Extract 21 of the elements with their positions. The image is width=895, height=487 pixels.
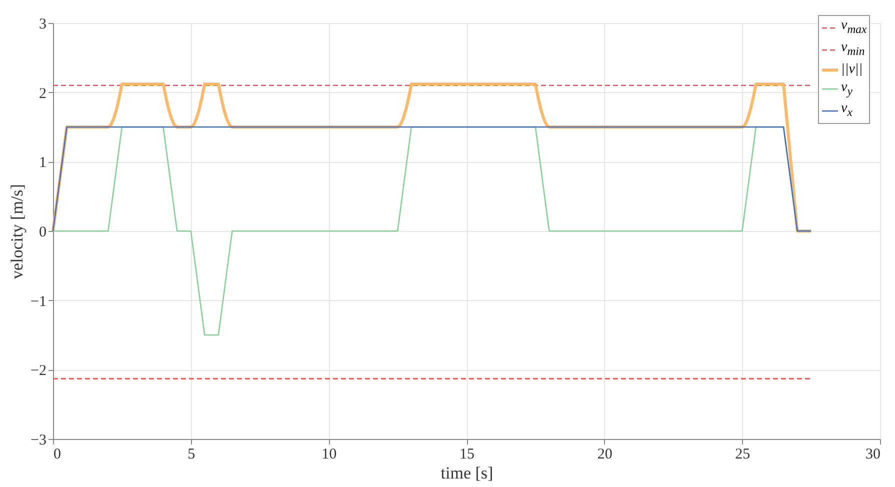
x-tick-label: 5: [188, 446, 196, 462]
y-axis-title: velocity [m/s]: [8, 184, 27, 279]
y-tick-label: 0: [39, 224, 46, 240]
y-tick-label: 1: [39, 155, 46, 172]
x-tick-label: 0: [54, 446, 61, 462]
x-tick-label: 20: [597, 446, 612, 462]
legend-label: v$_{y}$: [841, 78, 852, 100]
y-tick-label: −3: [30, 432, 46, 448]
x-axis-title: time [s]: [440, 464, 494, 482]
y-tick-label: −2: [30, 363, 46, 380]
y-tick-label: 2: [39, 86, 46, 102]
x-tick-label: 30: [866, 446, 880, 462]
legend-label: v$_{max}$: [841, 17, 867, 38]
x-tick-label: 10: [322, 446, 337, 462]
legend-label: ||v||: [841, 60, 863, 79]
x-tick-label: 25: [735, 446, 750, 462]
legend-label: v$_{min}$: [841, 38, 865, 60]
x-tick-label: 15: [460, 446, 474, 462]
y-tick-label: 3: [39, 16, 46, 32]
y-tick-label: −1: [30, 294, 46, 310]
legend-label: v$_{x}$: [841, 100, 852, 122]
